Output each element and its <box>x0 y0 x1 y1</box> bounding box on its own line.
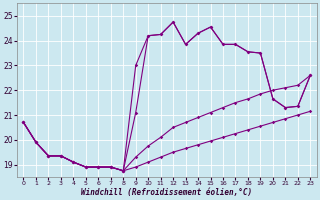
X-axis label: Windchill (Refroidissement éolien,°C): Windchill (Refroidissement éolien,°C) <box>81 188 252 197</box>
